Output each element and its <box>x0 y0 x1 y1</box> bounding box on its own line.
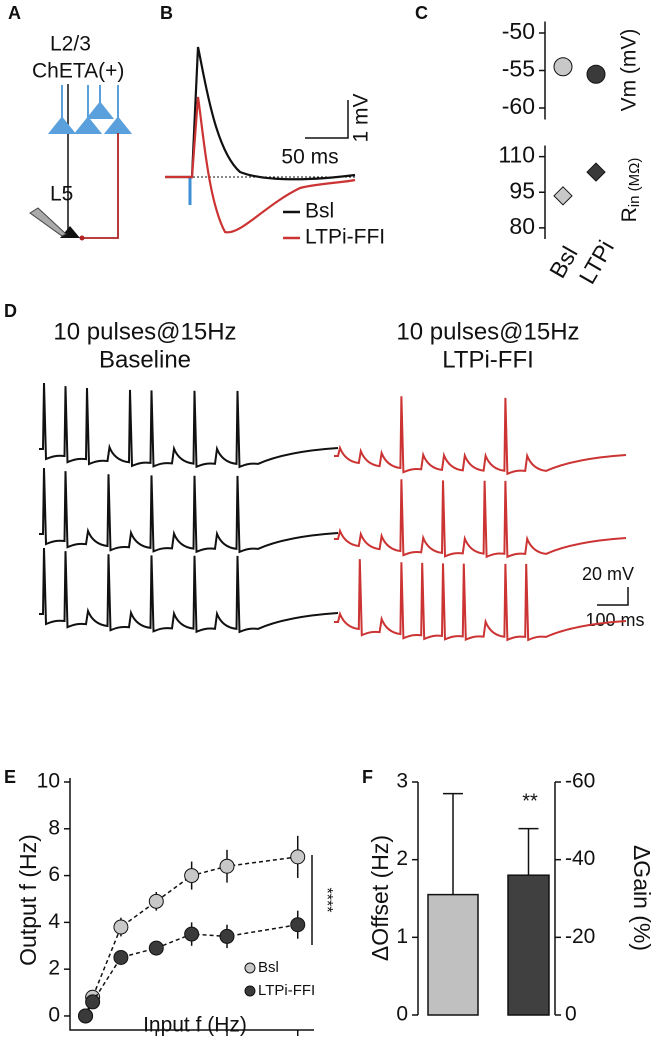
psp-traces: 1 mV 50 ms Bsl LTPi-FFI <box>165 46 385 249</box>
panel-label: B <box>160 3 173 23</box>
marker <box>148 940 164 956</box>
y-tick-label: -50 <box>502 18 535 44</box>
legend-marker <box>244 985 256 997</box>
marker <box>113 919 129 935</box>
x-tick-label: 10 <box>145 1038 168 1040</box>
axis-label: Rin (MΩ) <box>618 158 643 223</box>
opsin-label: ChETA(+) <box>32 60 124 83</box>
trace-title: 10 pulses@15Hz <box>53 318 236 345</box>
axis-label: Input f (Hz) <box>143 1014 247 1037</box>
y-tick-label: 8 <box>48 816 60 839</box>
marker <box>586 162 606 182</box>
spike-traces: 10 pulses@15Hz Baseline 10 pulses@15Hz L… <box>39 318 645 642</box>
y-tick-label: 0 <box>48 1004 60 1027</box>
y-tick-label: 4 <box>48 910 60 933</box>
scale-label: 100 ms <box>585 610 644 630</box>
voltage-trace <box>39 547 339 634</box>
y2-tick-label: -60 <box>565 770 595 793</box>
marker <box>553 57 573 77</box>
y-tick-label: 95 <box>509 177 535 203</box>
legend-label: Bsl <box>258 959 279 976</box>
y-tick-label: -55 <box>502 56 535 82</box>
y-tick-label: 80 <box>509 213 535 239</box>
marker <box>113 949 129 965</box>
y-tick-label: 3 <box>396 770 408 793</box>
x-tick-label: LTPi <box>574 236 619 288</box>
y-tick-label: -60 <box>502 93 535 119</box>
trace-title: LTPi-FFI <box>442 346 534 373</box>
y2-tick-label: 0 <box>565 1003 577 1026</box>
axis-label: ΔOffset (Hz) <box>367 835 393 961</box>
x-tick-label: 20 <box>215 1038 238 1040</box>
axis-label-main: R <box>618 207 641 222</box>
panel-label: C <box>415 3 428 23</box>
legend-label: LTPi-FFI <box>305 226 385 249</box>
voltage-trace <box>334 559 627 642</box>
axis-label: Vm (mV) <box>618 29 641 112</box>
y2-tick-label: -20 <box>565 925 595 948</box>
axis-label-sub: in (MΩ) <box>626 158 643 208</box>
marker <box>184 926 200 942</box>
bar <box>427 893 479 1016</box>
voltage-trace <box>39 467 339 554</box>
bar <box>507 874 550 1016</box>
circuit-diagram: L2/3 ChETA(+) L5 <box>29 33 133 241</box>
voltage-trace <box>334 396 627 476</box>
trace-title: 10 pulses@15Hz <box>396 318 579 345</box>
y-tick-label: 0 <box>396 1003 408 1026</box>
marker <box>553 186 573 206</box>
scale-label: 1 mV <box>350 93 373 142</box>
layer-label: L2/3 <box>50 33 91 56</box>
scale-label: 50 ms <box>281 146 338 169</box>
panel-label: D <box>4 301 17 321</box>
marker <box>78 1008 94 1024</box>
layer-label: L5 <box>50 183 73 206</box>
y2-tick-label: -40 <box>565 847 595 870</box>
y-tick-label: 2 <box>396 847 408 870</box>
y-tick-label: 1 <box>396 925 408 948</box>
y-tick-label: 2 <box>48 957 60 980</box>
panel-label: F <box>362 767 373 787</box>
annotation: **** <box>318 888 335 913</box>
panel-label: A <box>8 3 21 23</box>
marker <box>148 893 164 909</box>
marker <box>219 928 235 944</box>
y-tick-label: 6 <box>48 863 60 886</box>
panel-label: E <box>4 767 16 787</box>
voltage-trace <box>334 479 627 559</box>
marker <box>184 868 200 884</box>
y-tick-label: 110 <box>498 142 535 168</box>
x-tick-label: 30 <box>286 1038 309 1040</box>
trace-title: Baseline <box>99 346 191 373</box>
axis-label: ΔGain (%) <box>629 845 655 951</box>
legend-marker <box>244 962 256 974</box>
voltage-trace <box>39 382 339 469</box>
axes <box>69 778 314 1031</box>
annotation: ** <box>522 790 538 812</box>
scale-label: 20 mV <box>582 564 634 584</box>
legend-label: Bsl <box>305 200 334 223</box>
marker <box>586 64 606 84</box>
axis-label: Output f (Hz) <box>15 834 41 966</box>
marker <box>219 858 235 874</box>
legend-label: LTPi-FFI <box>258 982 315 999</box>
y-tick-label: 10 <box>37 770 60 793</box>
marker <box>290 917 306 933</box>
marker <box>290 849 306 865</box>
marker <box>85 994 101 1010</box>
